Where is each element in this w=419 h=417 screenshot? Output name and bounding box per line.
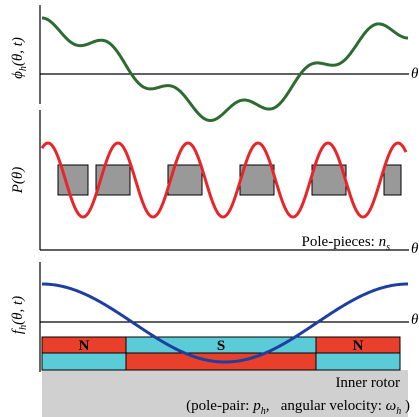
symbol: P: [10, 184, 26, 194]
x-label: θ: [411, 241, 419, 257]
magnet: [41, 352, 127, 371]
symbol: f: [10, 328, 26, 334]
x-label: θ: [411, 312, 419, 328]
subscript: h: [18, 325, 29, 330]
subscript: h: [396, 406, 401, 417]
pole-pieces-note: Pole-pieces: ns: [302, 234, 391, 253]
y-label: fh(θ, t): [10, 296, 29, 334]
pole-pieces: [57, 164, 402, 196]
y-label: P(θ): [10, 167, 26, 195]
arguments: (θ): [10, 167, 26, 184]
subscript: h: [18, 66, 29, 71]
magnet: [315, 352, 401, 371]
pole-label: S: [217, 338, 225, 354]
pole-piece: [383, 164, 402, 196]
arguments: (θ, t): [10, 296, 26, 325]
mmf-curve: [41, 282, 409, 364]
subscript: s: [386, 242, 390, 253]
pole-label: N: [353, 338, 364, 354]
caption-text: , angular velocity:: [266, 398, 386, 414]
y-label: ϕh(θ, t): [10, 37, 29, 79]
flux-curve: [41, 16, 409, 123]
caption-text: ): [401, 398, 410, 414]
symbol: ϕ: [10, 71, 26, 79]
arguments: (θ, t): [10, 37, 26, 66]
symbol: ω: [386, 398, 397, 414]
x-label: θ: [411, 66, 419, 82]
inner-rotor: [42, 370, 408, 417]
rotor-title: Inner rotor: [335, 375, 400, 391]
subscript: h: [261, 406, 266, 417]
caption-text: (pole-pair:: [186, 398, 253, 414]
symbol: p: [252, 398, 261, 414]
pole-label: N: [79, 338, 90, 354]
rotor-caption: (pole-pair: ph, angular velocity: ωh ): [186, 398, 410, 417]
symbol: n: [379, 234, 387, 250]
note-text: Pole-pieces:: [302, 234, 379, 250]
permeance-curve: [40, 141, 408, 219]
